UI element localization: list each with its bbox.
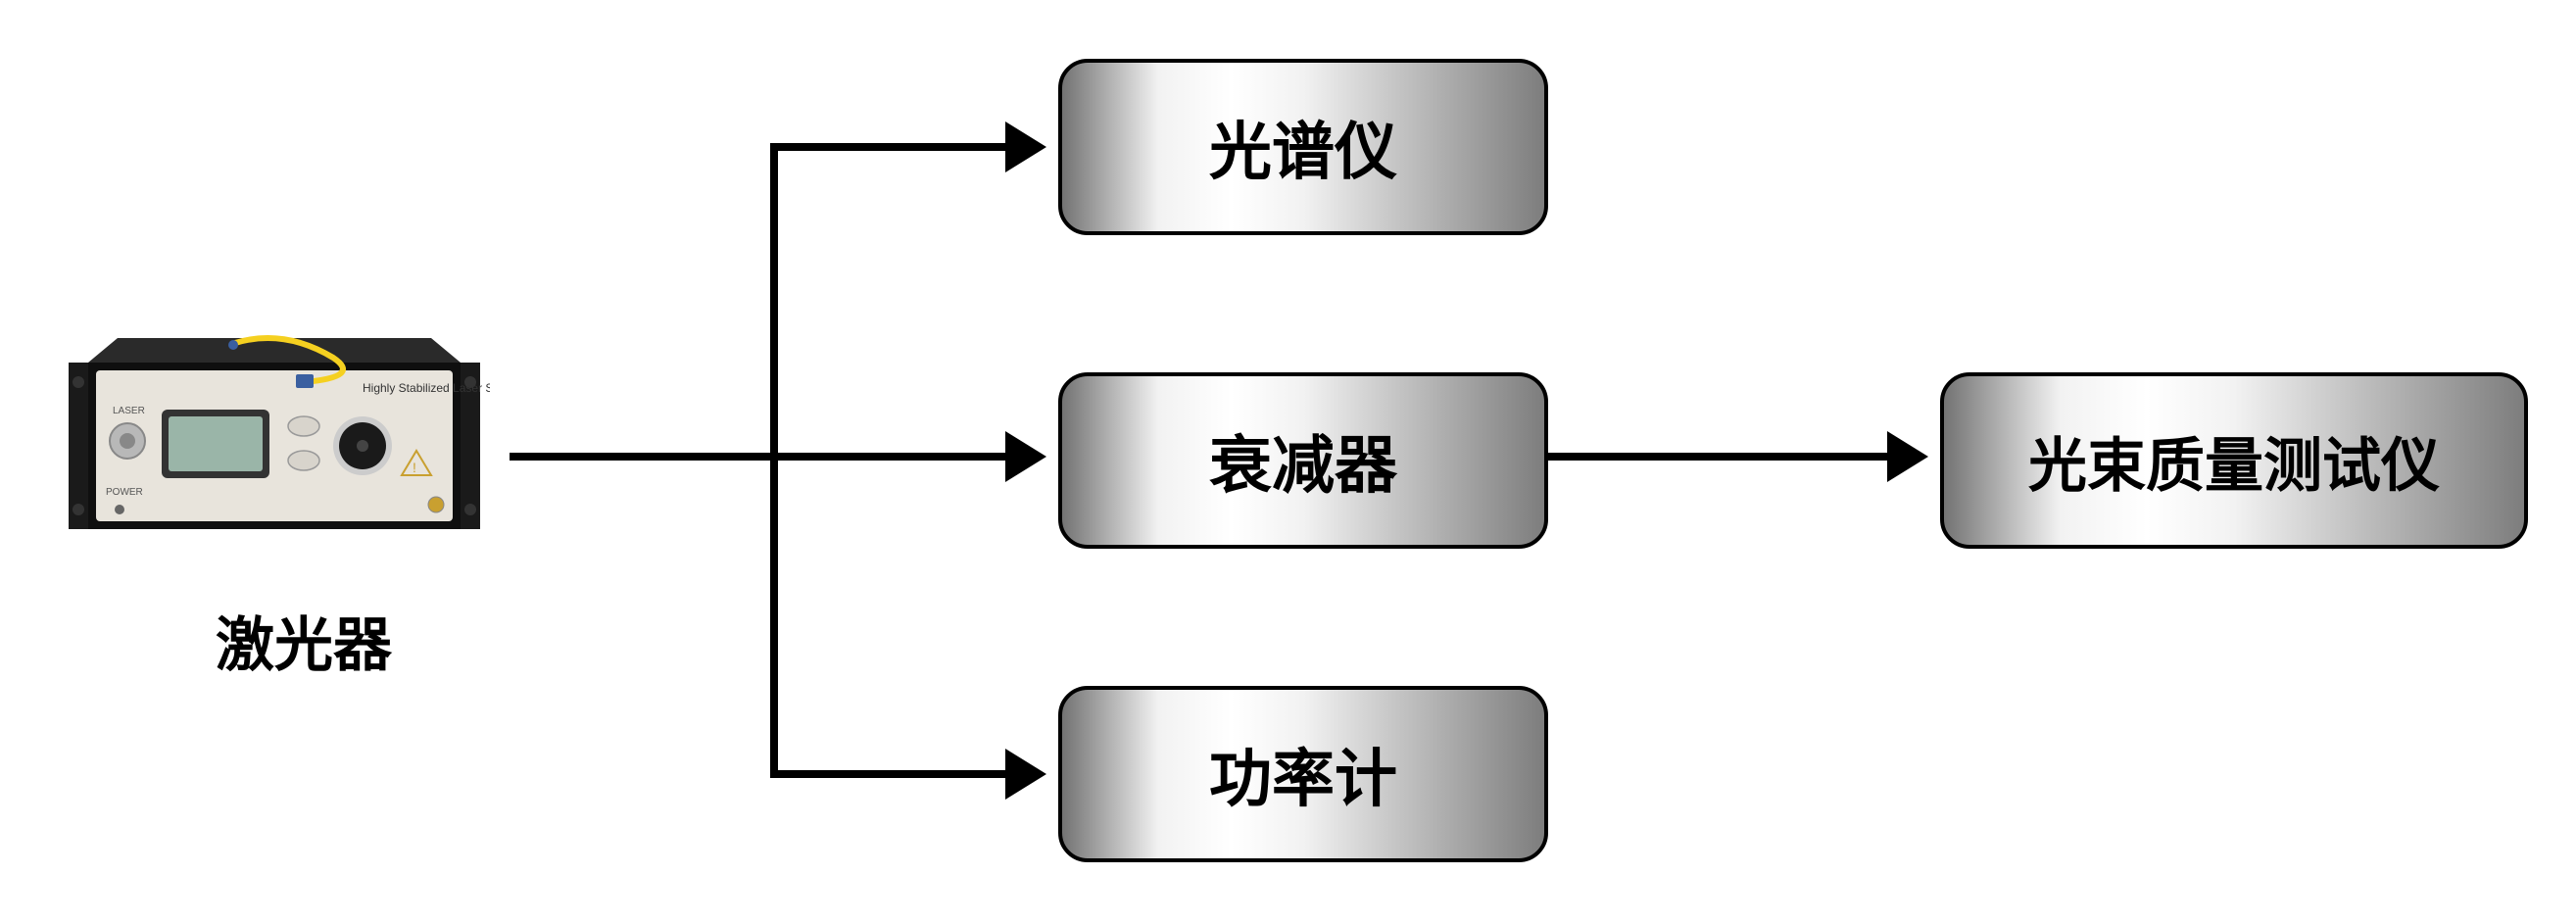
arrow-top [1005,122,1046,172]
svg-text:LASER: LASER [113,406,145,416]
svg-text:POWER: POWER [106,487,143,498]
laser-device: Highly Stabilized Laser Source LASER POW… [59,323,490,544]
arrow-beam [1887,431,1928,482]
svg-text:!: ! [413,460,416,475]
device-panel-text: Highly Stabilized Laser Source [363,381,490,395]
arrow-mid [1005,431,1046,482]
arrow-bot [1005,749,1046,800]
line-branch-top [770,143,1005,151]
line-branch-mid [770,453,1005,461]
line-atten-beam [1548,453,1887,461]
node-powermeter: 功率计 [1058,686,1548,862]
node-spectrometer: 光谱仪 [1058,59,1548,235]
laser-label: 激光器 [157,598,451,683]
node-beamquality: 光束质量测试仪 [1940,372,2528,549]
line-branch-bot [770,770,1005,778]
line-trunk-vertical [770,143,778,778]
line-laser-trunk [510,453,782,461]
node-attenuator: 衰减器 [1058,372,1548,549]
